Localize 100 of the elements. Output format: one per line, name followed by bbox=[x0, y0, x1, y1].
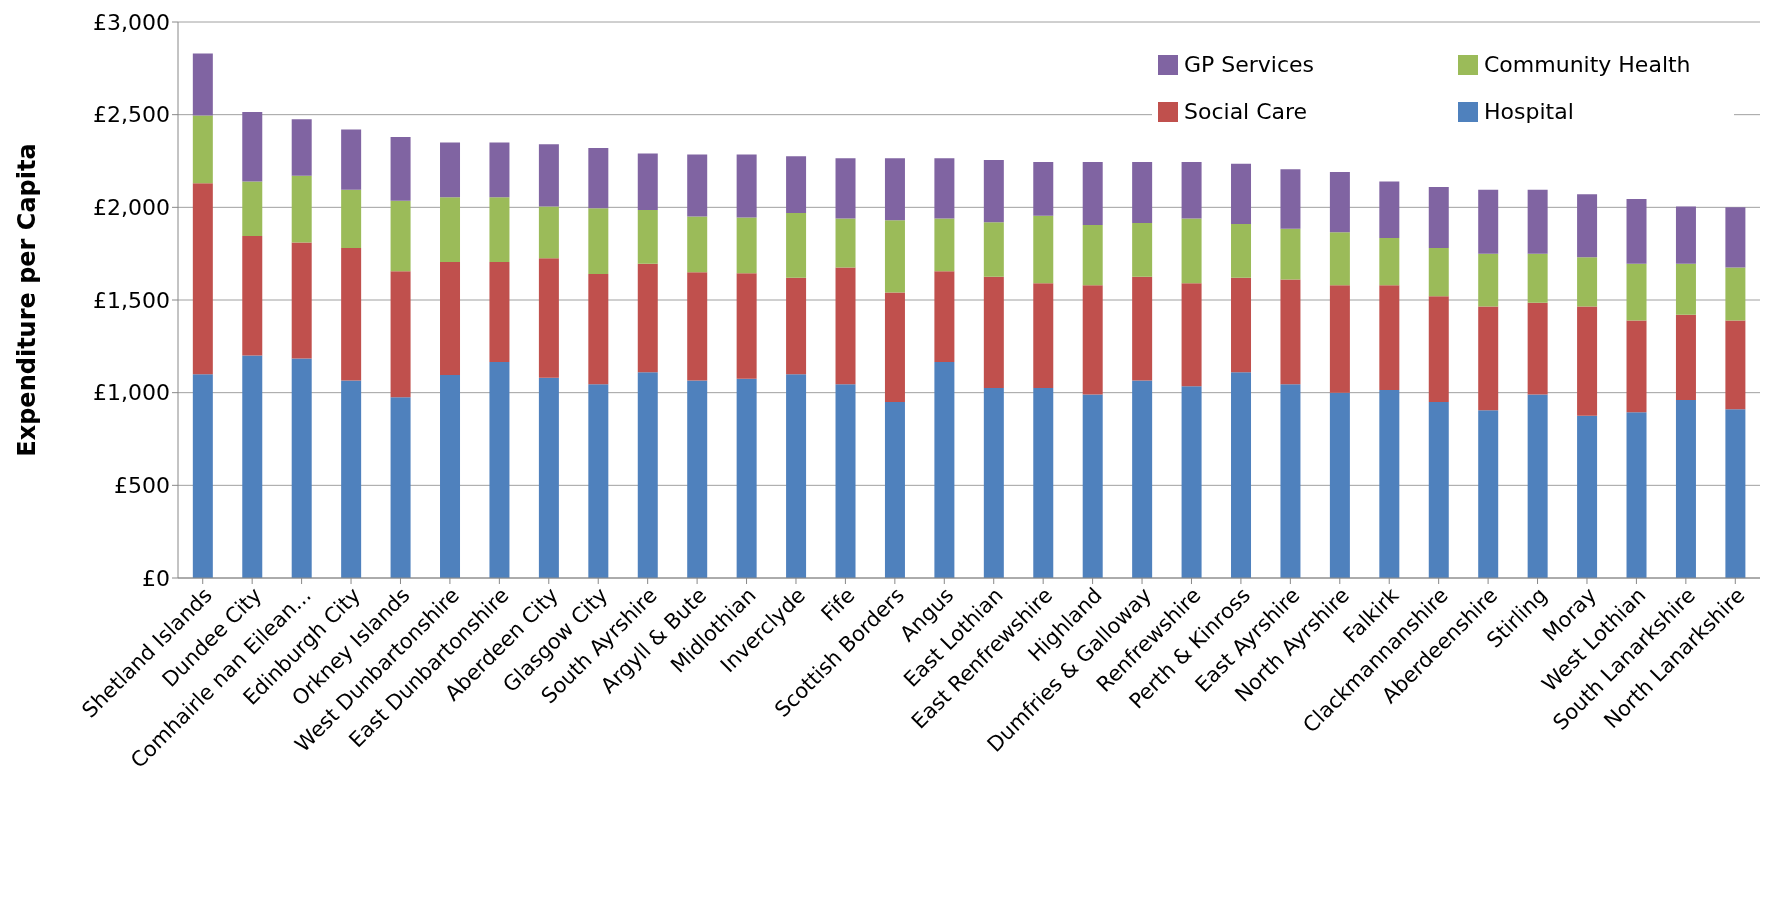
bar bbox=[192, 115, 213, 184]
bar bbox=[637, 372, 658, 578]
bar bbox=[341, 380, 362, 578]
bar bbox=[1725, 320, 1746, 410]
y-tick-label: £2,500 bbox=[93, 102, 170, 128]
bar bbox=[341, 129, 362, 190]
bar bbox=[835, 218, 856, 268]
bar bbox=[1181, 218, 1202, 284]
bar bbox=[786, 277, 807, 375]
bar bbox=[1675, 206, 1696, 264]
bar bbox=[835, 158, 856, 219]
bar bbox=[242, 111, 263, 182]
bar bbox=[390, 136, 411, 201]
bar bbox=[1527, 189, 1548, 254]
bar bbox=[736, 273, 757, 379]
bar bbox=[1626, 263, 1647, 321]
bar bbox=[983, 388, 1004, 578]
bar bbox=[242, 181, 263, 237]
bar bbox=[538, 377, 559, 578]
bar bbox=[1428, 401, 1449, 578]
bar bbox=[736, 217, 757, 274]
bar bbox=[934, 158, 955, 219]
bar bbox=[934, 271, 955, 363]
bar bbox=[1181, 161, 1202, 219]
bar bbox=[1675, 314, 1696, 401]
bar bbox=[884, 401, 905, 578]
bar bbox=[1478, 253, 1499, 307]
legend-label: Hospital bbox=[1484, 99, 1574, 124]
legend-label: Community Health bbox=[1484, 52, 1691, 77]
bar bbox=[1280, 384, 1301, 578]
bar bbox=[1675, 400, 1696, 578]
legend-label: Social Care bbox=[1184, 99, 1308, 124]
bar bbox=[1231, 277, 1252, 373]
bar bbox=[390, 271, 411, 398]
y-tick-label: £0 bbox=[142, 565, 170, 591]
y-tick-label: £3,000 bbox=[93, 9, 170, 35]
bar bbox=[1478, 410, 1499, 578]
bar bbox=[588, 274, 609, 385]
bar bbox=[983, 160, 1004, 223]
bar bbox=[1577, 257, 1598, 307]
bar bbox=[983, 222, 1004, 277]
bar bbox=[1379, 237, 1400, 286]
bar bbox=[291, 119, 312, 176]
bar bbox=[934, 362, 955, 578]
bar bbox=[687, 272, 708, 381]
bar bbox=[1577, 194, 1598, 258]
bar bbox=[1527, 253, 1548, 303]
bar bbox=[1329, 285, 1350, 393]
bar bbox=[1082, 161, 1103, 225]
bar bbox=[736, 378, 757, 578]
bar bbox=[1725, 207, 1746, 268]
bar bbox=[1626, 198, 1647, 264]
bar bbox=[440, 142, 461, 198]
bar bbox=[786, 156, 807, 213]
bar bbox=[242, 236, 263, 356]
bar bbox=[736, 154, 757, 218]
bar bbox=[291, 175, 312, 243]
bar bbox=[934, 218, 955, 272]
bar bbox=[1231, 372, 1252, 578]
bar bbox=[1082, 224, 1103, 286]
bar bbox=[440, 375, 461, 578]
bar bbox=[1033, 215, 1054, 284]
bar bbox=[884, 292, 905, 402]
bar bbox=[1527, 394, 1548, 578]
bar bbox=[983, 276, 1004, 389]
bar bbox=[538, 144, 559, 207]
bar bbox=[1478, 189, 1499, 254]
bar bbox=[1577, 415, 1598, 578]
legend-label: GP Services bbox=[1184, 52, 1315, 77]
bar bbox=[835, 384, 856, 578]
bar bbox=[291, 242, 312, 359]
bar bbox=[1379, 181, 1400, 238]
bar bbox=[1231, 224, 1252, 278]
bar bbox=[489, 142, 510, 198]
bar bbox=[687, 216, 708, 273]
bar bbox=[1577, 306, 1598, 416]
bar bbox=[1181, 386, 1202, 578]
bar bbox=[786, 374, 807, 578]
bar bbox=[1033, 388, 1054, 578]
y-tick-label: £500 bbox=[114, 473, 170, 499]
bar bbox=[687, 154, 708, 217]
bar bbox=[1181, 283, 1202, 387]
bar bbox=[1132, 161, 1153, 224]
bar bbox=[637, 153, 658, 211]
bar bbox=[291, 358, 312, 578]
bar bbox=[192, 53, 213, 116]
bar bbox=[390, 397, 411, 578]
y-tick-label: £1,500 bbox=[93, 287, 170, 313]
bar bbox=[538, 258, 559, 378]
bar bbox=[1132, 223, 1153, 277]
bar bbox=[1329, 172, 1350, 233]
bar bbox=[1329, 392, 1350, 578]
bar bbox=[489, 262, 510, 363]
bar bbox=[588, 148, 609, 209]
bar bbox=[489, 197, 510, 263]
bar bbox=[440, 197, 461, 263]
bar bbox=[637, 263, 658, 373]
bar bbox=[588, 384, 609, 578]
bar bbox=[192, 374, 213, 578]
bar bbox=[1379, 285, 1400, 390]
